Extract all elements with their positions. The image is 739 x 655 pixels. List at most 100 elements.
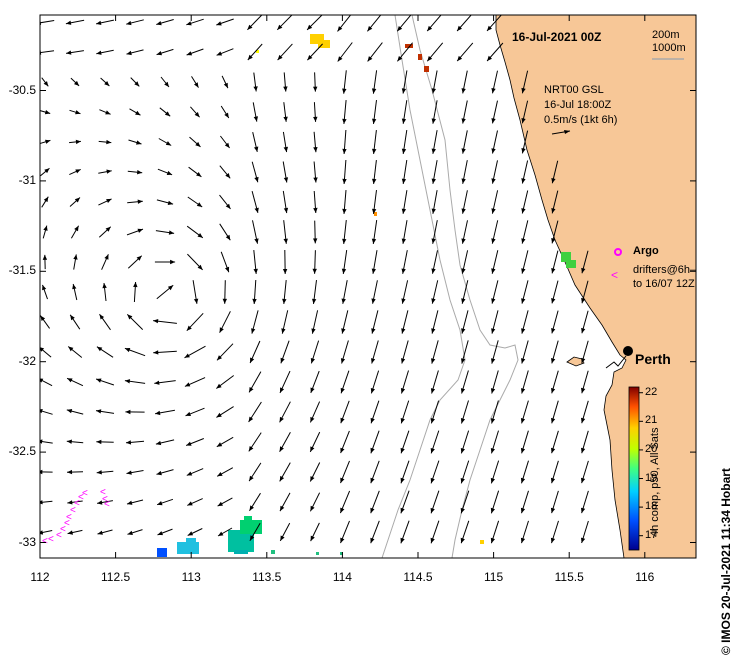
current-arrowhead [313,238,317,243]
current-arrowhead [226,235,231,240]
current-arrowhead [462,178,466,183]
current-arrowhead [521,508,525,513]
current-arrowhead [75,110,80,114]
current-arrowhead [100,314,105,319]
current-arrowhead [461,448,465,453]
current-arrowhead [491,478,495,484]
current-arrowhead [371,418,375,423]
current-arrowhead [216,384,221,389]
map-title: 16-Jul-2021 00Z [512,30,601,44]
current-arrowhead [461,418,465,424]
current-arrowhead [521,148,525,153]
current-arrowhead [43,255,47,260]
current-arrowhead [102,283,106,288]
product-time: 16-Jul 18:00Z [544,99,611,111]
current-arrowhead [491,178,495,183]
current-arrowhead [67,470,72,474]
current-arrowhead [401,538,405,544]
current-arrowhead [461,388,465,393]
current-arrowhead [186,412,192,416]
current-arrowhead [341,418,345,423]
current-arrowhead [133,282,137,287]
current-arrowhead [401,478,405,484]
current-arrowhead [372,149,376,154]
current-arrowhead [284,147,288,152]
current-arrowhead [342,269,346,274]
current-arrowhead [153,350,158,354]
current-arrowhead [521,208,525,213]
current-arrowhead [125,348,130,352]
y-tick-label: -31.5 [0,263,36,277]
drifters-label-1: drifters@6h– [633,264,696,276]
current-arrowhead [194,82,199,87]
current-arrowhead [401,508,405,514]
map-canvas: <<< <<< <<< <<< < < [0,0,739,592]
x-tick-label: 114 [322,570,362,584]
current-arrowhead [158,531,164,535]
current-arrowhead [254,238,258,243]
current-arrowhead [342,149,346,154]
current-arrowhead [224,113,229,118]
current-arrowhead [252,299,256,304]
current-arrowhead [521,388,525,393]
current-arrowhead [551,538,555,543]
current-arrowhead [187,51,193,55]
current-arrowhead [521,448,525,453]
current-arrowhead [40,316,45,321]
current-arrowhead [551,388,555,393]
current-arrowhead [371,358,375,363]
current-vectors [36,13,589,544]
current-arrowhead [521,418,525,423]
current-arrowhead [402,149,406,154]
current-arrowhead [45,140,50,144]
current-arrowhead [170,260,175,264]
current-arrowhead [402,119,406,124]
current-arrowhead [432,179,436,184]
current-arrowhead [127,471,132,475]
x-tick-label: 112.5 [96,570,136,584]
current-arrowhead [313,269,317,274]
current-arrowhead [67,500,72,504]
current-arrowhead [250,505,255,510]
depth-200m-label: 200m [652,29,680,41]
current-arrowhead [186,442,191,446]
current-arrow [36,51,54,53]
svg-text:<: < [48,534,54,545]
current-arrowhead [311,358,315,363]
current-arrowhead [45,110,50,114]
current-arrowhead [401,298,405,303]
current-arrowhead [281,358,285,364]
current-arrowhead [73,254,77,259]
current-arrowhead [249,476,254,481]
current-arrowhead [96,51,101,55]
current-arrowhead [216,21,221,25]
current-arrowhead [491,538,495,544]
current-arrowhead [461,238,465,243]
current-arrowhead [196,172,201,177]
drifter-tracks: <<< <<< <<< <<< < [42,487,110,547]
current-arrowhead [370,538,374,544]
drifters-label-2: to 16/07 12Z [633,278,695,290]
current-arrowhead [491,238,495,243]
x-tick-label: 115.5 [549,570,589,584]
colorbar [629,387,639,550]
current-arrowhead [581,478,585,483]
current-arrowhead [371,448,375,454]
current-arrowhead [521,538,525,543]
x-tick-label: 114.5 [398,570,438,584]
current-arrowhead [342,299,346,304]
current-arrowhead [342,89,346,94]
current-arrowhead [342,179,346,184]
current-arrowhead [521,178,525,183]
current-arrowhead [491,88,495,93]
current-arrowhead [371,388,375,393]
colorbar-caption: 4h comp, p50, All Sats [649,407,661,537]
current-arrowhead [313,117,317,122]
current-arrowhead [551,508,555,513]
x-tick-label: 116 [625,570,665,584]
current-arrowhead [128,531,133,535]
current-arrowhead [372,269,376,274]
current-arrowhead [96,21,101,25]
current-arrowhead [70,315,75,320]
current-arrowhead [284,208,288,213]
